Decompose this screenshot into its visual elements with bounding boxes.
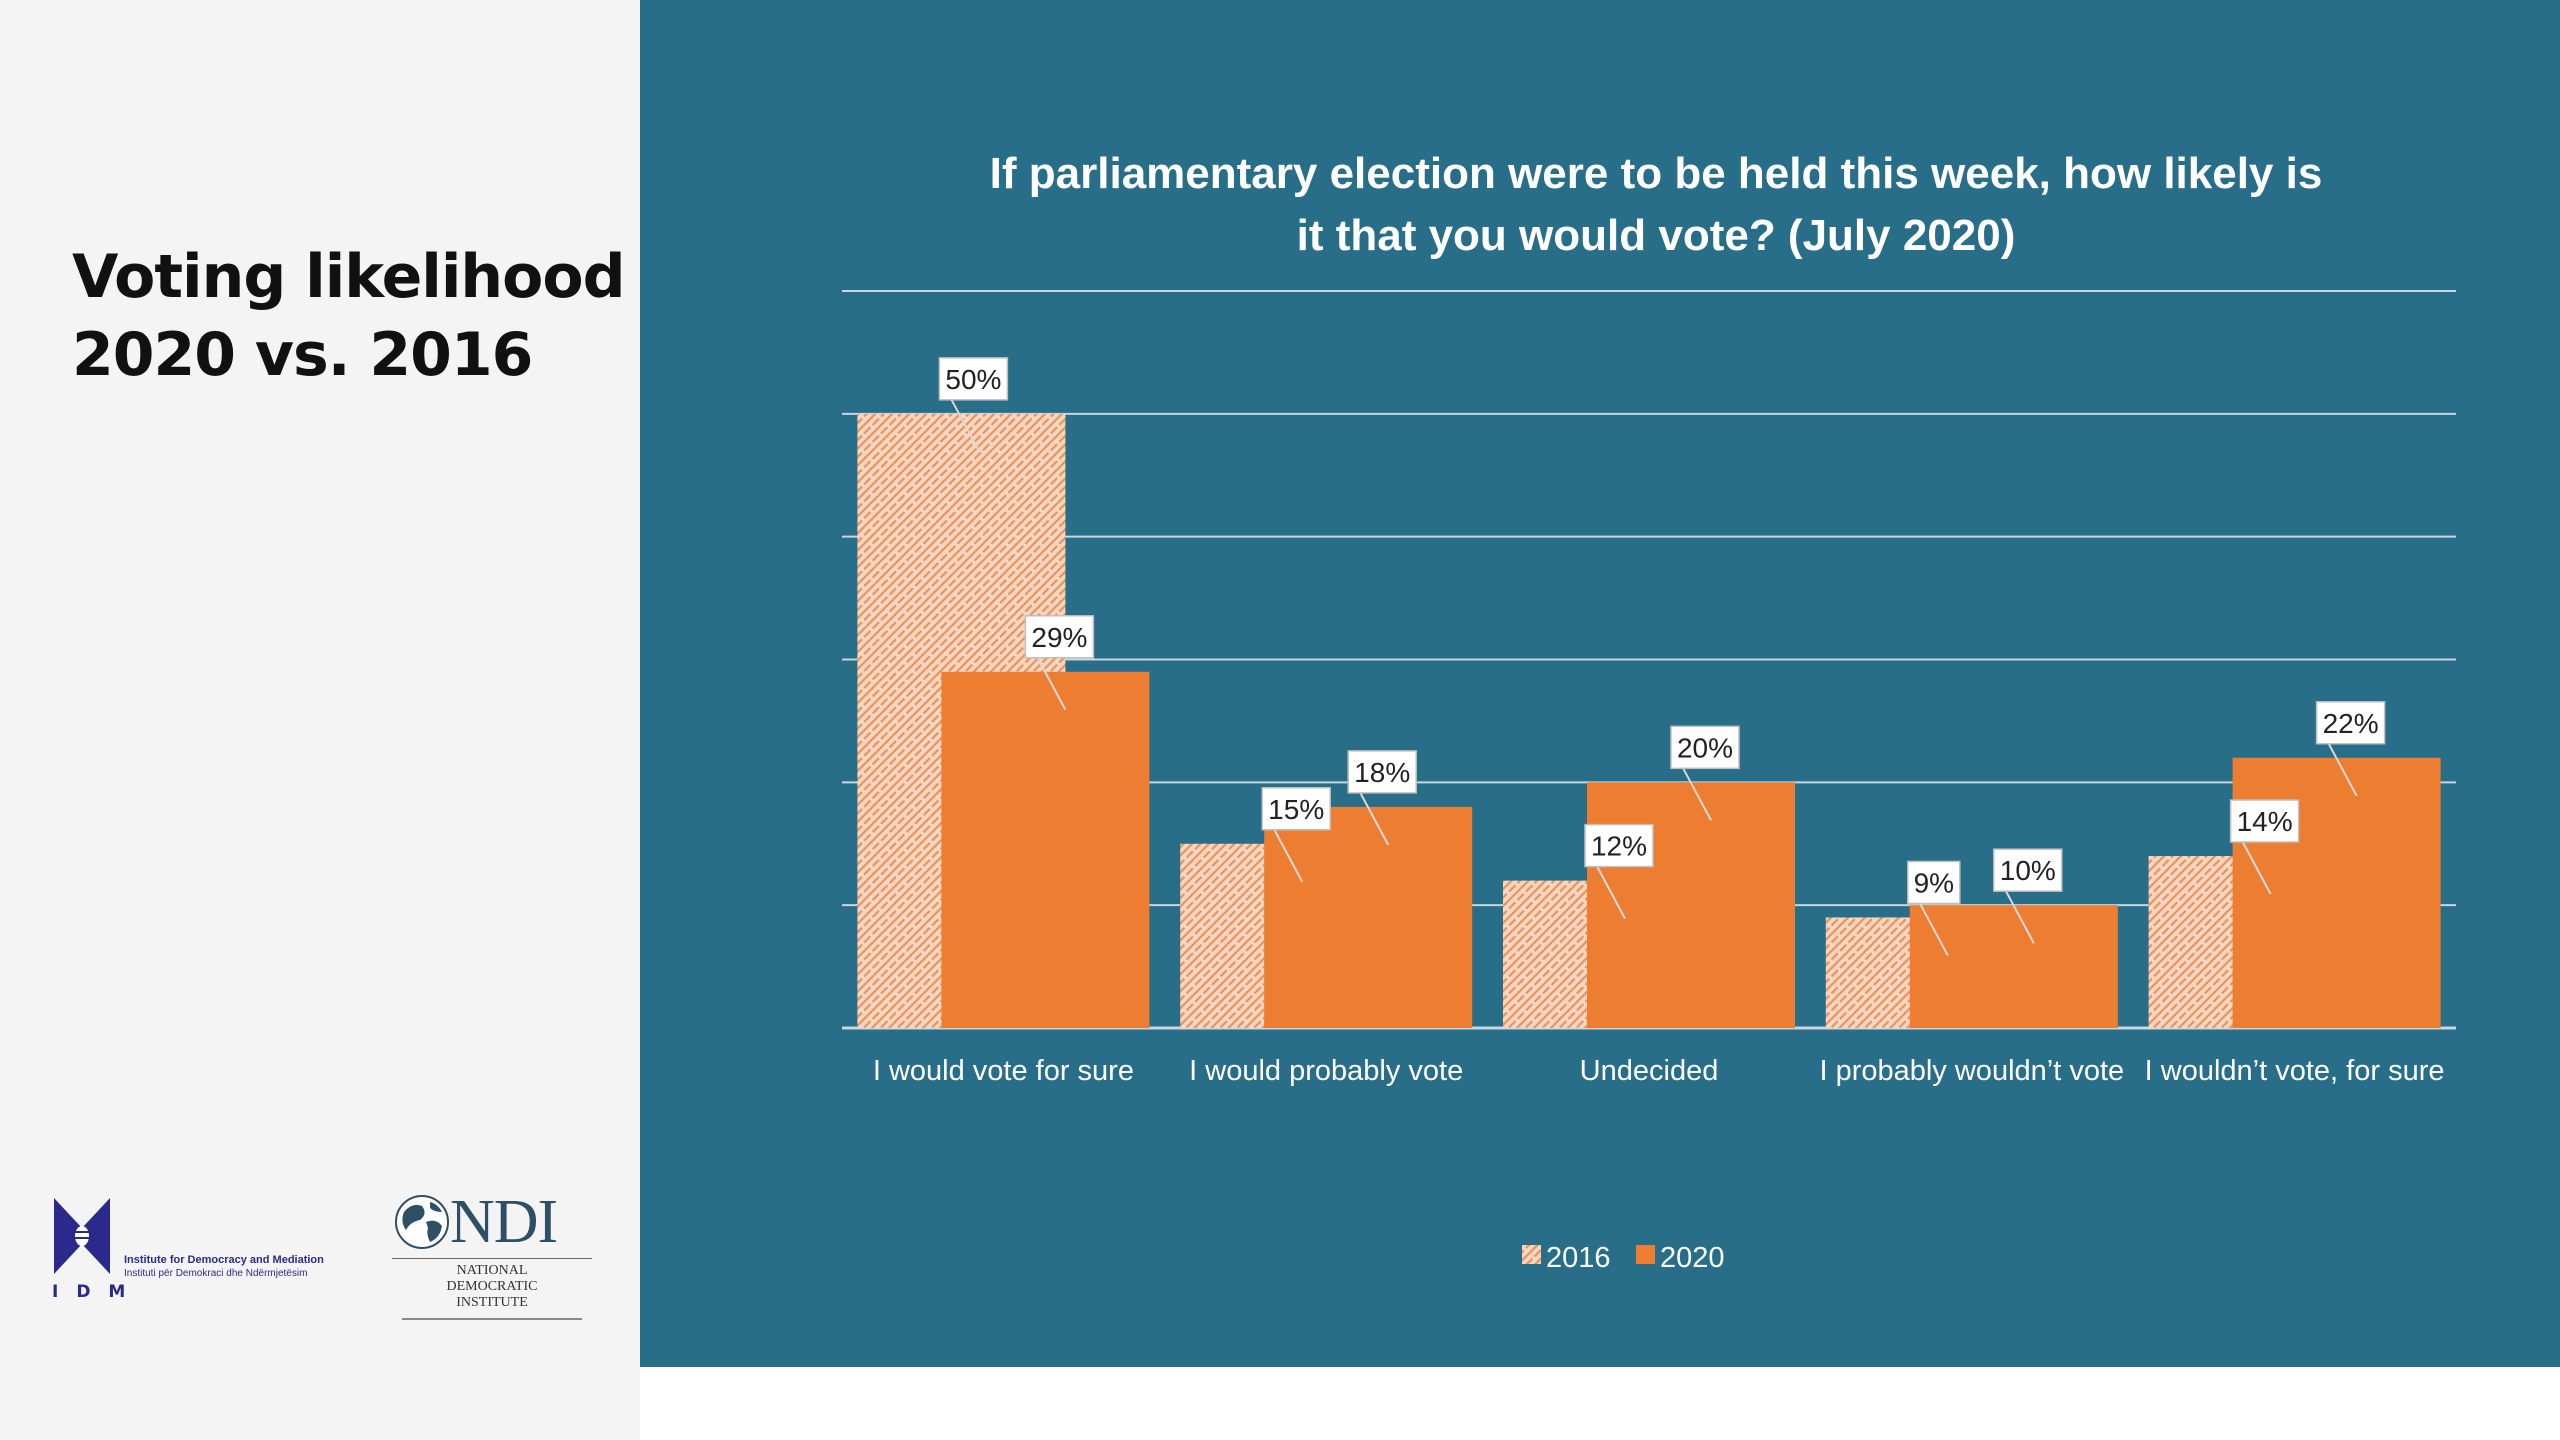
- data-label-2016-3: 9%: [1914, 867, 1954, 898]
- legend-swatch-2016: [1522, 1245, 1541, 1264]
- ndi-wordmark: NDI: [450, 1188, 558, 1256]
- data-label-2016-2: 12%: [1591, 831, 1647, 862]
- chart-title-line-2: it that you would vote? (July 2020): [1297, 211, 2016, 260]
- idm-emblem-icon: [54, 1198, 110, 1274]
- globe-icon: [395, 1195, 449, 1249]
- data-label-box: [1993, 848, 2063, 892]
- data-label-2020-4: 22%: [2323, 708, 2379, 739]
- category-label-0: I would vote for sure: [873, 1055, 1134, 1087]
- data-label-leader: [2325, 739, 2358, 797]
- data-label-leader: [948, 395, 981, 453]
- legend-label-2016: 2016: [1546, 1242, 1611, 1274]
- category-label-3: I probably wouldn’t vote: [1819, 1055, 2124, 1087]
- slide-title-line-1: Voting likelihood: [72, 242, 626, 312]
- category-label-2: Undecided: [1580, 1055, 1719, 1087]
- data-label-box: [1347, 750, 1417, 794]
- legend-label-2020: 2020: [1660, 1242, 1725, 1274]
- data-label-2016-1: 15%: [1268, 794, 1324, 825]
- data-label-leader: [1916, 898, 1949, 956]
- idm-name-albanian: Instituti për Demokraci dhe Ndërmjetësim: [124, 1268, 308, 1279]
- idm-letters: IDM: [52, 1282, 144, 1302]
- bar-2020-2: [1587, 782, 1795, 1028]
- legend-swatch-2020: [1636, 1245, 1655, 1264]
- data-label-leader: [2002, 886, 2035, 944]
- chart-panel: If parliamentary election were to be hel…: [640, 0, 2560, 1367]
- data-label-2020-2: 20%: [1677, 732, 1733, 763]
- bar-2020-0: [941, 671, 1150, 1028]
- data-label-box: [938, 357, 1009, 401]
- slide-title-line-2: 2020 vs. 2016: [72, 320, 533, 390]
- bar-2020-1: [1264, 806, 1473, 1028]
- data-label-box: [2315, 701, 2386, 745]
- idm-logo: Institute for Democracy and Mediation In…: [50, 1190, 330, 1310]
- data-label-leader: [1271, 825, 1304, 883]
- slide-title: Voting likelihood 2020 vs. 2016: [72, 238, 632, 394]
- data-label-box: [1907, 860, 1961, 905]
- ndi-line-3: INSTITUTE: [456, 1295, 528, 1310]
- data-label-leader: [1680, 763, 1712, 821]
- data-label-leader: [1034, 653, 1067, 711]
- data-label-2016-4: 14%: [2237, 806, 2293, 837]
- data-label-box: [1670, 725, 1740, 770]
- category-label-1: I would probably vote: [1189, 1055, 1463, 1087]
- ndi-underline: [402, 1318, 582, 1320]
- data-label-leader: [2239, 837, 2272, 895]
- data-label-box: [1261, 787, 1331, 831]
- data-label-box: [2229, 799, 2300, 843]
- idm-name-english: Institute for Democracy and Mediation: [124, 1254, 324, 1266]
- data-label-2016-0: 50%: [945, 364, 1001, 395]
- data-label-box: [1024, 615, 1095, 659]
- data-label-2020-1: 18%: [1354, 757, 1410, 788]
- data-label-box: [1584, 823, 1654, 868]
- bar-2020-4: [2232, 757, 2441, 1028]
- data-label-leader: [1594, 862, 1626, 920]
- left-panel: Voting likelihood 2020 vs. 2016 Institut…: [0, 0, 640, 1440]
- data-label-leader: [1357, 788, 1390, 846]
- chart-title-line-1: If parliamentary election were to be hel…: [990, 149, 2323, 198]
- ndi-line-1: NATIONAL: [456, 1263, 528, 1278]
- category-label-4: I wouldn’t vote, for sure: [2145, 1055, 2445, 1087]
- ndi-subtitle: NATIONAL DEMOCRATIC INSTITUTE: [392, 1258, 592, 1311]
- data-label-2020-3: 10%: [2000, 855, 2056, 886]
- ndi-line-2: DEMOCRATIC: [446, 1279, 538, 1294]
- ndi-logo: NDI NATIONAL DEMOCRATIC INSTITUTE: [392, 1188, 592, 1323]
- bar-2020-3: [1909, 905, 2118, 1028]
- data-label-2020-0: 29%: [1031, 622, 1087, 653]
- bar-chart: If parliamentary election were to be hel…: [640, 0, 2560, 1367]
